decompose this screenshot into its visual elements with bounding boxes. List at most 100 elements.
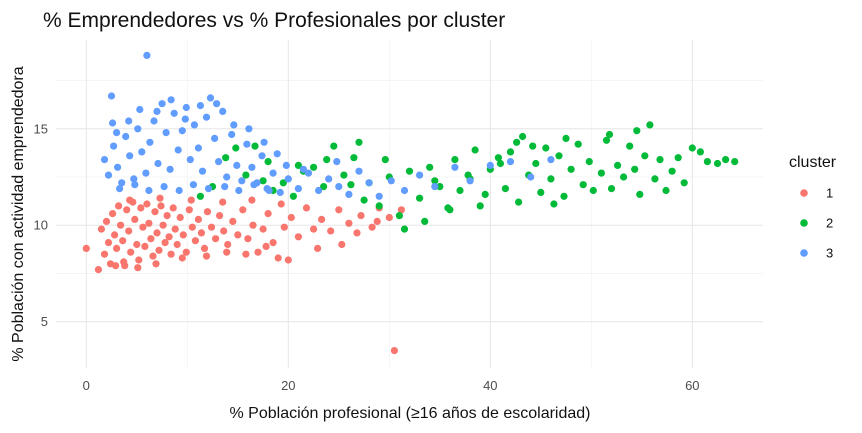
data-point-cluster-1 <box>345 219 353 227</box>
data-point-cluster-2 <box>589 186 597 195</box>
data-point-cluster-1 <box>239 206 247 214</box>
data-point-cluster-3 <box>158 100 166 108</box>
data-point-cluster-3 <box>109 119 117 127</box>
data-point-cluster-1 <box>100 250 109 258</box>
data-point-cluster-1 <box>119 237 127 245</box>
data-point-cluster-3 <box>325 175 333 183</box>
data-point-cluster-1 <box>167 250 175 258</box>
data-point-cluster-1 <box>134 264 142 272</box>
data-point-cluster-3 <box>273 150 281 158</box>
data-point-cluster-2 <box>323 156 331 164</box>
x-axis-title: % Población profesional (≥16 años de esc… <box>230 405 591 422</box>
data-point-cluster-2 <box>562 134 570 142</box>
data-point-cluster-2 <box>375 202 383 210</box>
data-point-cluster-1 <box>82 244 90 252</box>
data-point-cluster-2 <box>456 186 464 195</box>
data-point-cluster-3 <box>174 146 182 154</box>
data-point-cluster-3 <box>375 192 383 200</box>
data-point-cluster-3 <box>219 107 227 115</box>
data-point-cluster-3 <box>506 158 515 166</box>
data-point-cluster-3 <box>265 186 273 195</box>
data-point-cluster-3 <box>258 152 266 160</box>
data-point-cluster-3 <box>466 177 474 185</box>
data-point-cluster-2 <box>674 154 682 162</box>
data-point-cluster-1 <box>353 229 361 237</box>
data-point-cluster-2 <box>395 212 403 220</box>
x-tick-labels: 0 20 40 60 <box>83 378 700 393</box>
data-point-cluster-2 <box>662 186 670 195</box>
data-point-cluster-1 <box>242 250 250 258</box>
data-point-cluster-1 <box>165 233 173 241</box>
data-point-cluster-1 <box>187 196 195 204</box>
data-point-cluster-3 <box>136 105 144 114</box>
data-point-cluster-3 <box>198 167 207 175</box>
data-point-cluster-2 <box>476 202 484 210</box>
data-point-cluster-2 <box>605 130 614 139</box>
data-point-cluster-2 <box>381 156 389 164</box>
data-point-cluster-1 <box>280 223 288 231</box>
data-point-cluster-2 <box>731 158 739 166</box>
data-point-cluster-3 <box>170 109 178 117</box>
data-point-cluster-2 <box>567 165 575 173</box>
data-point-cluster-2 <box>602 136 611 144</box>
data-point-cluster-2 <box>400 225 409 233</box>
data-point-cluster-2 <box>547 175 555 183</box>
data-point-cluster-1 <box>113 244 121 252</box>
data-point-cluster-2 <box>550 200 558 208</box>
data-point-cluster-2 <box>279 179 287 187</box>
data-point-cluster-3 <box>114 163 122 171</box>
data-point-cluster-1 <box>102 217 111 225</box>
x-tick-label: 0 <box>83 378 90 393</box>
data-point-cluster-3 <box>333 158 341 166</box>
data-point-cluster-2 <box>330 142 338 150</box>
data-point-cluster-2 <box>607 185 616 193</box>
data-point-cluster-2 <box>259 177 267 185</box>
data-point-cluster-3 <box>243 140 251 148</box>
data-point-cluster-2 <box>633 127 641 135</box>
data-point-cluster-1 <box>254 248 262 256</box>
data-point-cluster-2 <box>501 185 509 193</box>
data-point-cluster-1 <box>234 231 242 239</box>
data-point-cluster-1 <box>137 204 145 212</box>
data-point-cluster-1 <box>145 219 153 227</box>
data-point-cluster-1 <box>244 235 252 243</box>
data-point-cluster-1 <box>220 227 228 235</box>
data-point-cluster-3 <box>143 51 151 60</box>
data-point-cluster-2 <box>555 152 563 160</box>
data-point-cluster-1 <box>368 223 376 231</box>
data-point-cluster-1 <box>197 229 205 237</box>
data-point-cluster-2 <box>464 171 472 179</box>
data-point-cluster-1 <box>224 240 232 249</box>
data-point-cluster-3 <box>228 130 236 139</box>
data-point-cluster-1 <box>171 225 179 233</box>
data-point-cluster-3 <box>113 129 121 137</box>
data-point-cluster-1 <box>173 240 181 249</box>
data-point-cluster-1 <box>191 237 199 245</box>
data-point-cluster-1 <box>310 225 318 233</box>
data-point-cluster-1 <box>212 235 220 243</box>
data-point-cluster-3 <box>110 142 118 150</box>
data-point-cluster-2 <box>347 181 355 189</box>
data-point-cluster-3 <box>238 177 246 185</box>
y-tick-label: 5 <box>41 314 48 329</box>
data-point-cluster-2 <box>631 165 639 173</box>
y-axis-title: % Población con actividad emprendedora <box>10 66 27 361</box>
data-point-cluster-2 <box>350 154 358 162</box>
y-tick-label: 15 <box>34 121 48 136</box>
data-point-cluster-1 <box>216 212 224 220</box>
data-point-cluster-3 <box>276 188 284 196</box>
x-tick-label: 40 <box>483 378 497 393</box>
data-point-cluster-3 <box>166 165 174 173</box>
data-point-cluster-2 <box>656 156 664 164</box>
data-point-cluster-1 <box>141 242 149 250</box>
data-point-cluster-2 <box>451 156 459 164</box>
data-point-cluster-2 <box>651 175 659 183</box>
x-tick-label: 60 <box>685 378 699 393</box>
data-point-cluster-1 <box>318 215 326 223</box>
data-point-cluster-1 <box>151 208 159 216</box>
data-point-cluster-1 <box>97 225 105 233</box>
data-point-cluster-1 <box>188 223 196 231</box>
data-point-cluster-3 <box>451 163 459 171</box>
data-point-cluster-1 <box>147 235 155 243</box>
data-point-cluster-1 <box>157 202 165 210</box>
